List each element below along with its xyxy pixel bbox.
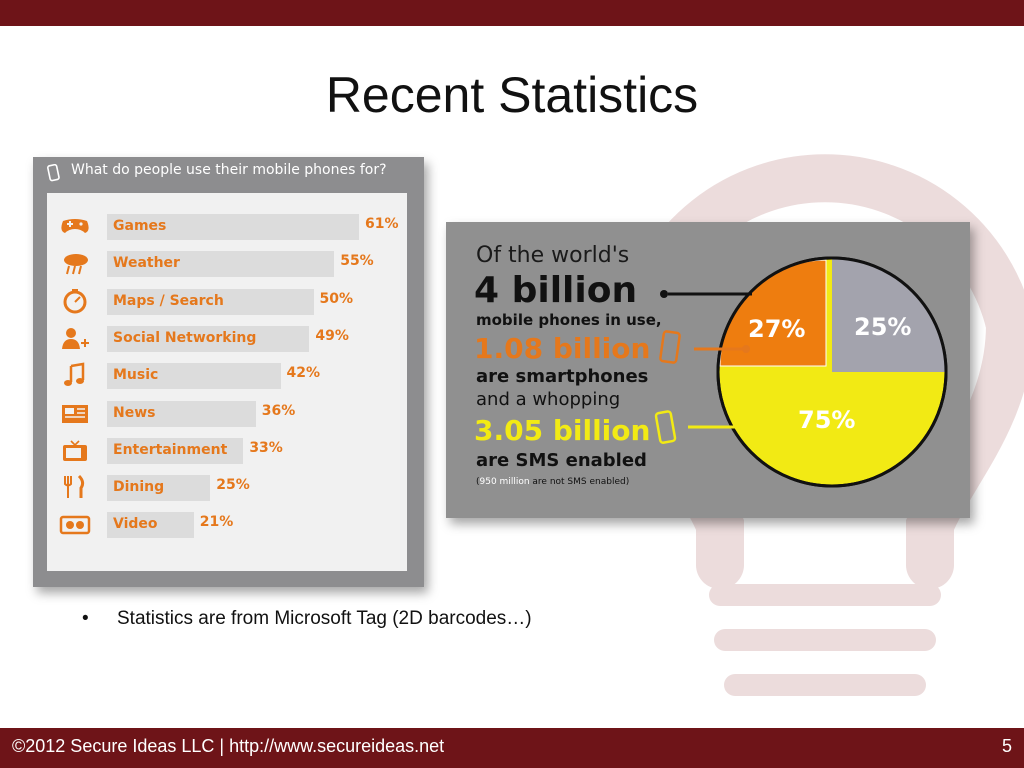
usage-row: Dining 25% (47, 472, 407, 502)
usage-percent: 49% (315, 327, 349, 344)
pie-label-75: 75% (798, 406, 855, 434)
text-3-05-billion-part: 3.05 billion (474, 414, 650, 447)
usage-row: Maps / Search 50% (47, 286, 407, 316)
mobile-phone-icon (47, 164, 60, 182)
text-1-08-billion-part: 1.08 billion (474, 332, 650, 365)
text-are-sms-enabled: are SMS enabled (476, 450, 647, 471)
usage-percent: 33% (249, 439, 283, 456)
text-4-billion-part: 4 billion (474, 270, 637, 311)
usage-bar (107, 251, 335, 278)
usage-percent: 21% (199, 514, 234, 531)
pie-label-27-part: 27% (748, 315, 805, 343)
pie-label-25: 25% (854, 313, 911, 341)
pie-label-25-part: 25% (854, 313, 911, 341)
usage-bar (107, 475, 211, 502)
usage-heading: What do people use their mobile phones f… (71, 162, 387, 178)
pie-label-75-part: 75% (798, 406, 855, 434)
usage-bar (107, 512, 194, 539)
text-footnote-950-million: (950 million are not SMS enabled) (476, 477, 629, 487)
text-and-a-whopping-part: and a whopping (476, 389, 620, 410)
tv-icon (63, 440, 87, 461)
usage-row: Music 42% (47, 360, 407, 390)
text-mobile-phones-part: in use, (600, 311, 662, 329)
text-are-smartphones-part: are (476, 366, 516, 387)
smartphone-icon (659, 330, 681, 364)
usage-row: Games 61% (47, 211, 407, 241)
usage-bar (107, 363, 281, 390)
text-and-a-whopping: and a whopping (476, 389, 620, 410)
page-number: 5 (1001, 736, 1012, 756)
usage-row: News 36% (47, 398, 407, 428)
video-icon (59, 516, 91, 535)
usage-label: Entertainment (113, 441, 228, 458)
usage-bar (107, 288, 314, 315)
usage-label: Social Networking (113, 329, 257, 346)
connector-dot-black (660, 290, 668, 298)
footer-bar: ©2012 Secure Ideas LLC | http://www.secu… (0, 728, 1024, 768)
usage-percent: 55% (340, 253, 374, 270)
gamepad-icon (61, 219, 89, 233)
compass-icon (63, 288, 87, 314)
usage-bar (107, 400, 256, 427)
text-1-08-billion: 1.08 billion (474, 332, 650, 365)
newspaper-icon (62, 404, 88, 423)
text-mobile-phones: mobile phones in use, (476, 311, 662, 329)
text-footnote-950-million-part: ( (476, 477, 480, 487)
usage-label: Video (113, 516, 158, 533)
weather-icon (64, 254, 88, 275)
usage-percent: 61% (365, 216, 399, 232)
usage-percent: 36% (261, 402, 296, 419)
usage-label: Dining (113, 479, 165, 496)
fork-knife-icon (64, 475, 85, 499)
usage-percent: 50% (319, 290, 354, 307)
slide-title: Recent Statistics (325, 67, 699, 123)
text-4-billion: 4 billion (474, 270, 637, 311)
usage-label: Weather (113, 255, 180, 272)
usage-bar (107, 437, 244, 464)
bullet-text: Statistics are from Microsoft Tag (2D ba… (117, 608, 532, 629)
text-are-smartphones-part: smartphones (516, 366, 649, 387)
pie-border (716, 256, 948, 488)
usage-row: Entertainment 33% (47, 435, 407, 465)
footer-copyright: ©2012 Secure Ideas LLC | http://www.secu… (12, 736, 445, 756)
bullet-dot: • (82, 608, 89, 629)
text-are-sms-enabled-part: are (476, 450, 516, 471)
text-3-05-billion: 3.05 billion (474, 414, 650, 447)
connector-dot-yellow (740, 423, 748, 431)
text-footnote-950-million-part: 950 million (480, 477, 530, 487)
text-are-sms-enabled-part: SMS enabled (516, 450, 647, 471)
add-person-icon (62, 327, 89, 349)
usage-label: Games (113, 218, 167, 234)
text-of-the-worlds: Of the world's (476, 243, 629, 268)
text-of-the-worlds-part: Of the world's (476, 243, 629, 268)
music-note-icon (64, 362, 85, 387)
usage-percent: 42% (286, 365, 321, 382)
text-mobile-phones-part: mobile phones (476, 311, 600, 329)
usage-header: What do people use their mobile phones f… (33, 157, 424, 185)
usage-label: News (113, 404, 156, 421)
cellphone-icon (654, 410, 677, 444)
usage-bar (107, 325, 310, 352)
usage-bar (107, 214, 359, 240)
text-footnote-950-million-part: are (530, 477, 550, 487)
pie-slice-gray (832, 258, 946, 372)
usage-percent: 25% (216, 477, 250, 494)
text-footnote-950-million-part: not SMS enabled) (550, 477, 629, 487)
usage-row: Weather 55% (47, 248, 407, 278)
usage-panel: Games 61% Weather 55% Maps / Search 50% Social… (47, 193, 407, 571)
pie-label-27: 27% (748, 315, 805, 343)
text-are-smartphones: are smartphones (476, 366, 648, 387)
usage-infographic: What do people use their mobile phones f… (33, 157, 424, 587)
usage-label: Music (113, 367, 159, 384)
top-accent-bar (0, 0, 1024, 26)
usage-row: Social Networking 49% (47, 323, 407, 353)
usage-label: Maps / Search (113, 292, 224, 309)
usage-row: Video 21% (47, 509, 407, 539)
connector-dot-orange (742, 345, 750, 353)
